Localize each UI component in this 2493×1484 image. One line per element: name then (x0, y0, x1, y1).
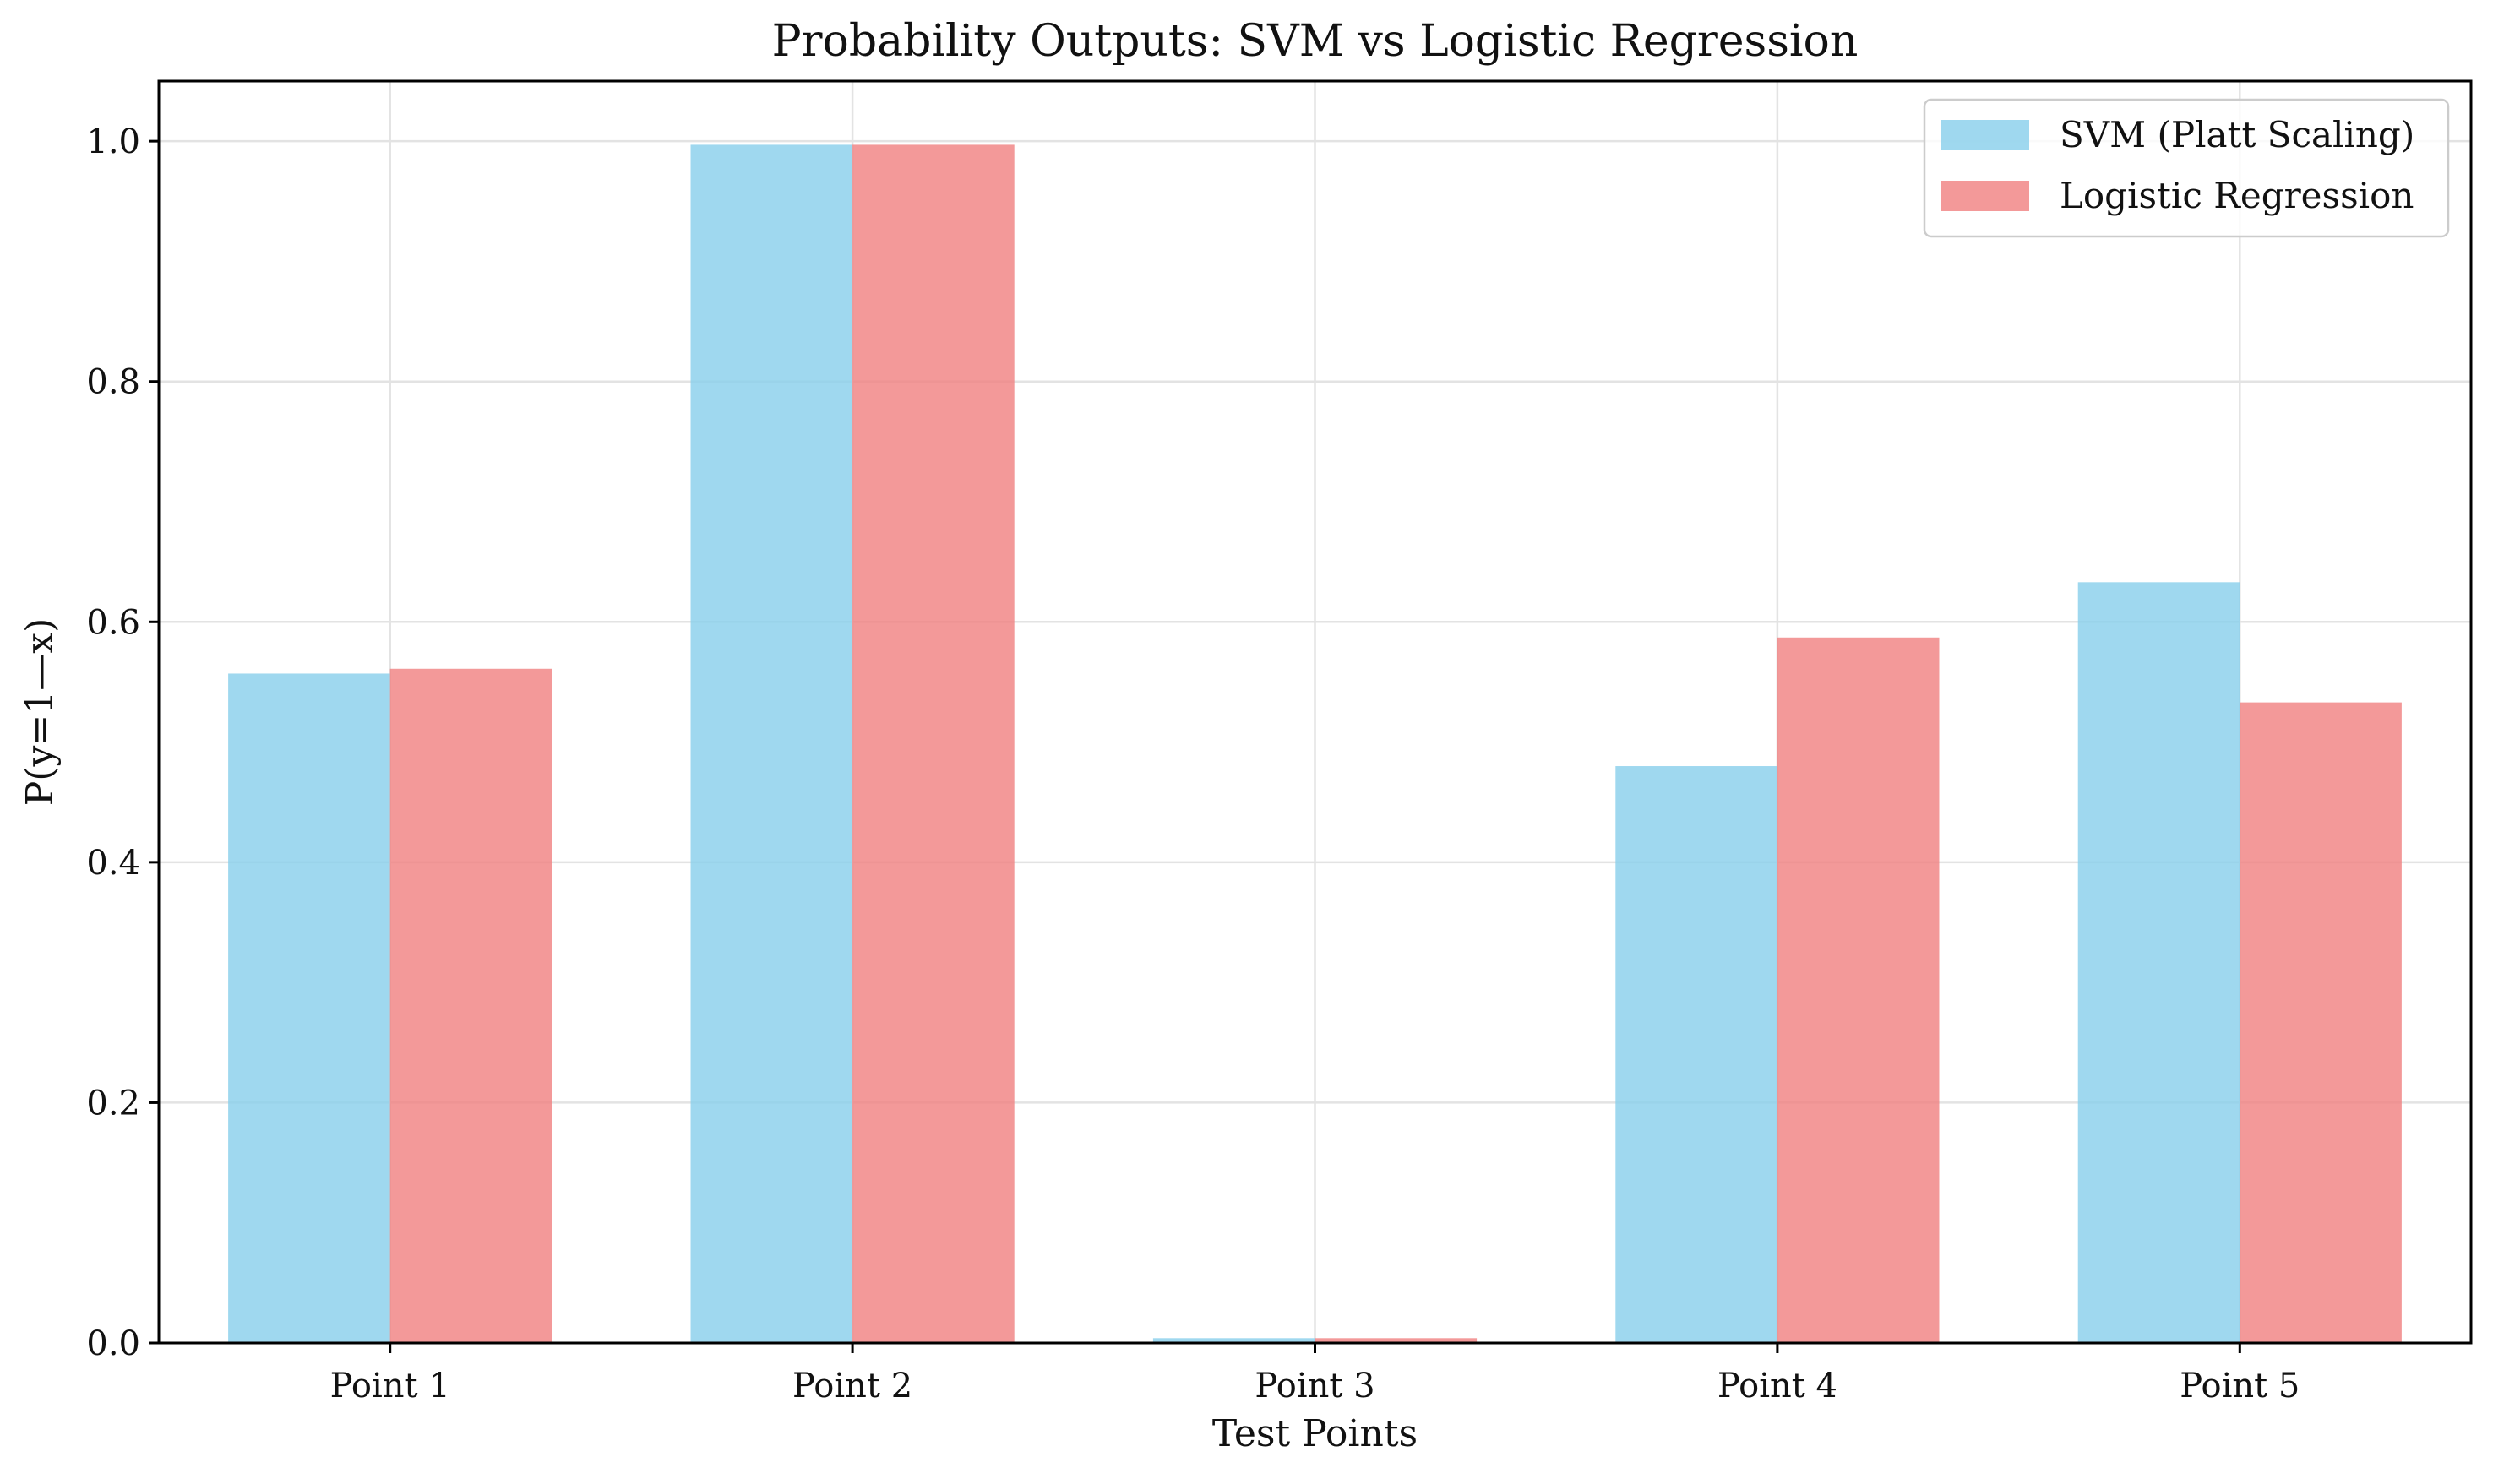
bar-svm-platt-scaling-point-4 (1615, 766, 1777, 1343)
y-tick-label-5: 1.0 (86, 122, 140, 161)
legend-label-svm: SVM (Platt Scaling) (2060, 114, 2414, 155)
bar-svm-platt-scaling-point-2 (690, 144, 853, 1344)
y-tick-label-4: 0.8 (86, 363, 140, 402)
y-tick-label-0: 0.0 (86, 1324, 140, 1363)
legend-swatch-logistic-regression (1941, 181, 2029, 211)
bar-logistic-regression-point-1 (389, 668, 552, 1343)
legend: SVM (Platt Scaling) Logistic Regression (1923, 98, 2450, 238)
chart-title: Probability Outputs: SVM vs Logistic Reg… (772, 16, 1859, 67)
x-tick-label-point-2: Point 2 (792, 1367, 912, 1405)
legend-box (1923, 98, 2450, 238)
bar-logistic-regression-point-5 (2240, 702, 2402, 1343)
y-tick-label-3: 0.6 (86, 603, 140, 642)
axis-ticks: Point 1 Point 2 Point 3 Point 4 Point 5 0.0 0.… (86, 122, 2300, 1405)
x-axis-label: Test Points (1212, 1412, 1418, 1455)
y-tick-label-1: 0.2 (86, 1084, 140, 1123)
y-axis-label: P(y=1—x) (19, 618, 62, 806)
bar-logistic-regression-point-2 (852, 144, 1015, 1344)
bar-logistic-regression-point-3 (1315, 1338, 1478, 1343)
x-tick-label-point-4: Point 4 (1717, 1367, 1837, 1405)
x-tick-label-point-3: Point 3 (1255, 1367, 1374, 1405)
bar-logistic-regression-point-4 (1777, 637, 1940, 1343)
bar-svm-platt-scaling-point-1 (228, 673, 390, 1343)
y-tick-label-2: 0.4 (86, 844, 140, 883)
x-tick-label-point-5: Point 5 (2180, 1367, 2300, 1405)
x-tick-label-point-1: Point 1 (330, 1367, 450, 1405)
bar-svm-platt-scaling-point-5 (2077, 582, 2240, 1343)
bars (228, 144, 2402, 1344)
legend-label-logistic-regression: Logistic Regression (2060, 175, 2414, 216)
legend-swatch-svm (1941, 120, 2029, 150)
bar-svm-platt-scaling-point-3 (1152, 1338, 1315, 1343)
